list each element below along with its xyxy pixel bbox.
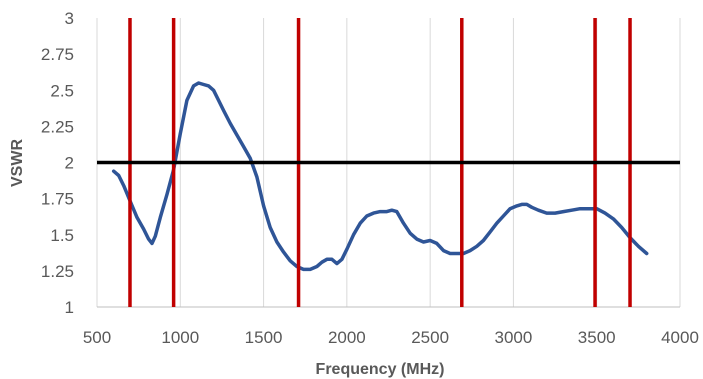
series-group	[111, 81, 649, 272]
x-tick-labels: 500 1000 1500 2000 2500 3000 3500 4000	[83, 328, 699, 347]
x-tick-label: 3000	[495, 328, 533, 347]
x-tick-label: 2000	[328, 328, 366, 347]
x-tick-label: 1500	[245, 328, 283, 347]
y-tick-label: 2	[65, 154, 74, 173]
y-tick-label: 1.5	[50, 226, 74, 245]
x-axis-title: Frequency (MHz)	[316, 361, 445, 378]
reference-lines	[97, 18, 680, 307]
x-tick-label: 1000	[161, 328, 199, 347]
y-tick-label: 1.75	[41, 190, 74, 209]
y-tick-label: 2.25	[41, 117, 74, 136]
y-tick-label: 3	[65, 9, 74, 28]
series-line-1	[111, 81, 649, 272]
y-tick-label: 1.25	[41, 262, 74, 281]
x-tick-label: 2500	[411, 328, 449, 347]
y-tick-label: 2.5	[50, 81, 74, 100]
x-tick-label: 4000	[661, 328, 699, 347]
x-tick-label: 3500	[578, 328, 616, 347]
y-axis-title: VSWR	[9, 139, 26, 187]
x-tick-label: 500	[83, 328, 111, 347]
y-tick-labels: 1 1.25 1.5 1.75 2 2.25 2.5 2.75 3	[41, 9, 74, 317]
y-tick-label: 1	[65, 298, 74, 317]
y-tick-label: 2.75	[41, 45, 74, 64]
